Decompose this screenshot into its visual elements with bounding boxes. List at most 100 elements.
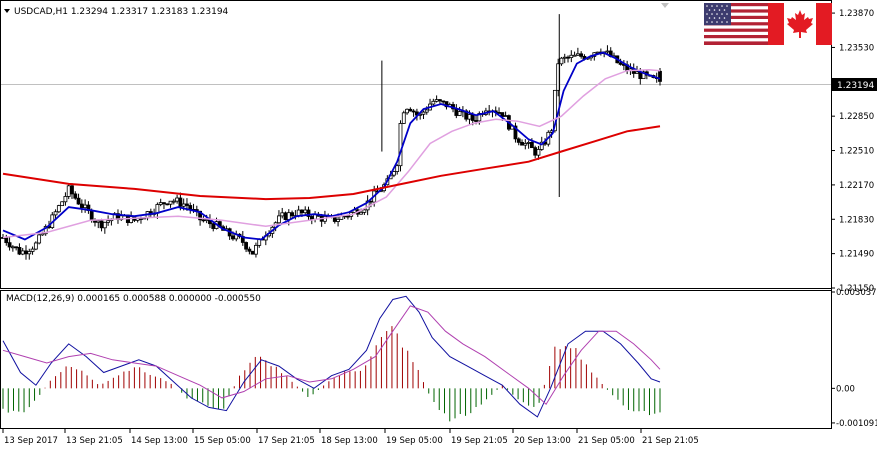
candle-body [296, 209, 301, 217]
candle-body [250, 250, 255, 255]
candle-body [204, 219, 209, 221]
candle-body [434, 99, 439, 102]
price-tick-label: 1.22850 [839, 112, 874, 122]
candle-body [441, 100, 446, 103]
chart-shift-icon[interactable] [661, 3, 669, 8]
candle-body [178, 197, 183, 207]
candle-body [300, 209, 304, 214]
candle-body [520, 141, 524, 146]
candle-body [618, 62, 623, 65]
collapse-triangle-icon[interactable] [4, 9, 10, 13]
bottom-bar [0, 429, 877, 451]
price-layer [1, 14, 662, 260]
candle-body [474, 120, 478, 122]
candle-body [477, 113, 482, 122]
candle-body [158, 202, 163, 205]
candle-body [303, 209, 308, 214]
candle-body [438, 99, 442, 102]
macd-line-macd_line [2, 295, 661, 418]
candle-body [17, 247, 22, 255]
current-price-tag-label: 1.23194 [837, 81, 874, 91]
candle-body [306, 209, 311, 217]
candle-body [96, 220, 101, 223]
candle-body [27, 251, 32, 255]
candle-body [76, 197, 81, 205]
time-tick-label: 20 Sep 13:00 [514, 436, 571, 446]
time-tick-label: 13 Sep 2017 [4, 436, 58, 446]
candle-body [280, 212, 285, 217]
candle-body [24, 250, 28, 255]
candle-body [79, 203, 84, 209]
time-tick-label: 18 Sep 13:00 [321, 436, 378, 446]
candle-body [247, 248, 252, 252]
canada-flag-icon [768, 3, 832, 45]
candle-body [181, 203, 186, 207]
candle-body [539, 141, 544, 150]
candle-body [336, 218, 340, 222]
candle-body [89, 210, 94, 221]
time-tick-label: 14 Sep 13:00 [131, 436, 188, 446]
candle-body [566, 56, 570, 59]
candle-body [231, 235, 235, 240]
candle-body [10, 246, 15, 249]
candle-body [503, 115, 508, 117]
candle-body [60, 201, 65, 207]
time-tick-label: 17 Sep 21:05 [258, 436, 315, 446]
symbol-label: USDCAD,H1 1.23294 1.23317 1.23183 1.2319… [14, 7, 229, 17]
candle-body [572, 54, 577, 57]
candle-body [579, 53, 584, 57]
candle-body [516, 138, 521, 143]
price-tick-label: 1.23530 [839, 43, 874, 53]
candle-body [346, 215, 350, 218]
candle-body [73, 193, 78, 199]
candle-body [470, 114, 475, 121]
candle-body [254, 244, 258, 255]
candle-body [552, 89, 557, 132]
time-tick-label: 21 Sep 05:00 [578, 436, 635, 446]
time-tick-label: 15 Sep 05:00 [194, 436, 251, 446]
ma-line-slow_ma [2, 68, 661, 239]
price-tick-label: 1.22170 [839, 181, 874, 191]
candle-body [56, 205, 61, 213]
candle-body [168, 200, 173, 205]
candle-body [513, 125, 518, 140]
candle-body [171, 200, 176, 203]
candle-body [66, 185, 71, 197]
price-tick-label: 1.21150 [839, 284, 874, 294]
candle-body [575, 53, 580, 56]
candle-body [424, 109, 429, 113]
candle-body [175, 197, 180, 202]
candle-body [500, 112, 505, 117]
macd-label: MACD(12,26,9) 0.000165 0.000588 0.000000… [6, 294, 261, 304]
candle-body [129, 216, 134, 223]
candle-body [605, 50, 610, 53]
ma-line-long_ma [2, 125, 661, 201]
candle-body [529, 142, 534, 149]
candle-body [405, 108, 409, 114]
candle-body [83, 204, 88, 209]
macd-layer [2, 295, 661, 422]
candle-body [53, 211, 58, 216]
candle-body [411, 110, 416, 113]
macd-tick-label: 0.00 [836, 384, 855, 394]
candle-body [421, 111, 426, 115]
time-tick-label: 21 Sep 21:05 [642, 436, 699, 446]
candle-body [362, 209, 367, 213]
candle-body [63, 196, 68, 203]
candle-body [408, 108, 413, 112]
price-tick-label: 1.21830 [839, 215, 874, 225]
time-tick-label: 19 Sep 21:05 [451, 436, 508, 446]
price-tick-label: 1.23870 [839, 9, 874, 19]
macd-tick-label: -0.001091 [836, 419, 877, 429]
price-panel-frame [0, 0, 832, 289]
candle-body [244, 242, 248, 250]
candle-body [569, 54, 574, 58]
current-price-tag [832, 78, 877, 91]
candle-body [309, 216, 314, 220]
candle-body [431, 100, 436, 105]
candle-body [658, 70, 662, 82]
candle-body [185, 203, 189, 206]
candle-body [43, 226, 48, 235]
us-flag-icon [704, 3, 768, 45]
